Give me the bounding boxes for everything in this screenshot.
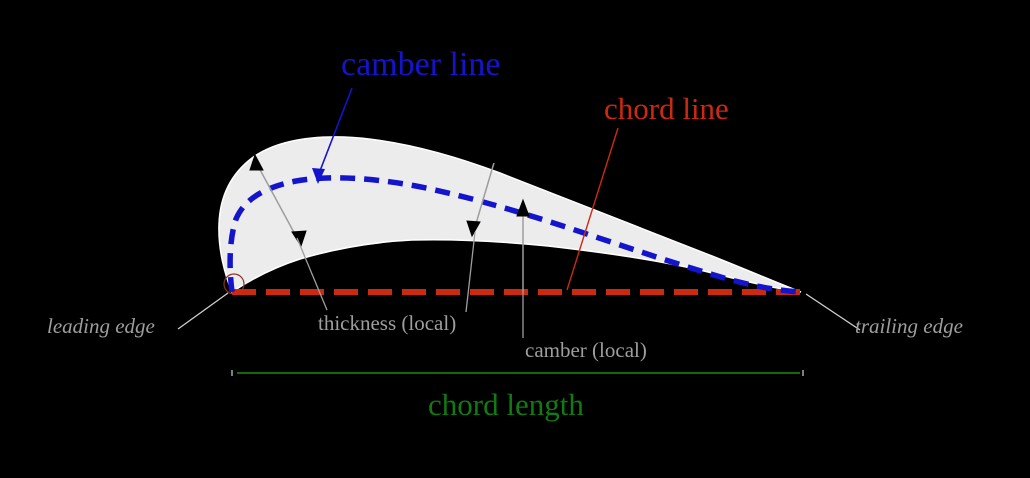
label-chord-line: chord line — [604, 91, 729, 126]
thickness-arrow-aft-head-bottom — [466, 220, 481, 238]
camber-line-leader-arrowhead — [312, 168, 325, 184]
trailing-edge-leader — [805, 293, 861, 331]
label-thickness-local: thickness (local) — [318, 311, 457, 335]
chord-line-leader — [566, 127, 619, 291]
thickness-arrow-aft-leader — [465, 231, 476, 313]
thickness-arrow-forward-head-bottom — [291, 230, 307, 248]
thickness-arrow-aft-head-top — [490, 144, 505, 164]
label-camber-line: camber line — [341, 46, 501, 83]
camber-line-leader — [317, 87, 353, 177]
airfoil-body-shape — [218, 136, 802, 294]
thickness-arrow-forward-head-top — [249, 153, 264, 171]
thickness-arrow-forward-leader — [296, 237, 328, 311]
label-chord-length: chord length — [428, 387, 584, 422]
label-trailing-edge: trailing edge — [855, 314, 963, 338]
label-camber-local: camber (local) — [525, 338, 647, 362]
leading-edge-leader — [177, 292, 229, 330]
camber-local-arrow-head — [516, 198, 530, 217]
label-leading-edge: leading edge — [47, 314, 155, 338]
camber-line-path — [227, 175, 802, 295]
thickness-arrow-aft — [474, 155, 497, 228]
thickness-arrow-forward — [257, 165, 298, 239]
